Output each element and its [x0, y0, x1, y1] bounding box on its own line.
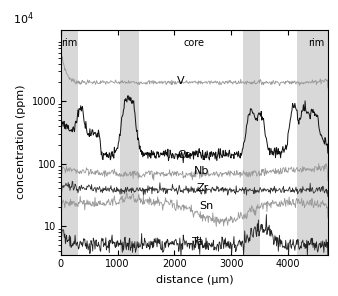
Text: Cr: Cr	[177, 149, 190, 160]
Y-axis label: concentration (ppm): concentration (ppm)	[16, 85, 26, 199]
Text: Ta: Ta	[192, 237, 203, 247]
Text: core: core	[184, 38, 205, 48]
Bar	[61, 30, 78, 255]
Text: V: V	[177, 76, 185, 86]
Bar	[120, 30, 139, 255]
Bar	[297, 30, 328, 255]
Text: $10^4$: $10^4$	[13, 11, 33, 27]
Text: rim: rim	[308, 38, 324, 48]
Text: Zr: Zr	[196, 184, 208, 194]
Bar	[243, 30, 260, 255]
Text: Sn: Sn	[199, 201, 213, 211]
Text: Nb: Nb	[194, 166, 210, 176]
X-axis label: distance (μm): distance (μm)	[155, 275, 233, 285]
Text: rim: rim	[61, 38, 77, 48]
